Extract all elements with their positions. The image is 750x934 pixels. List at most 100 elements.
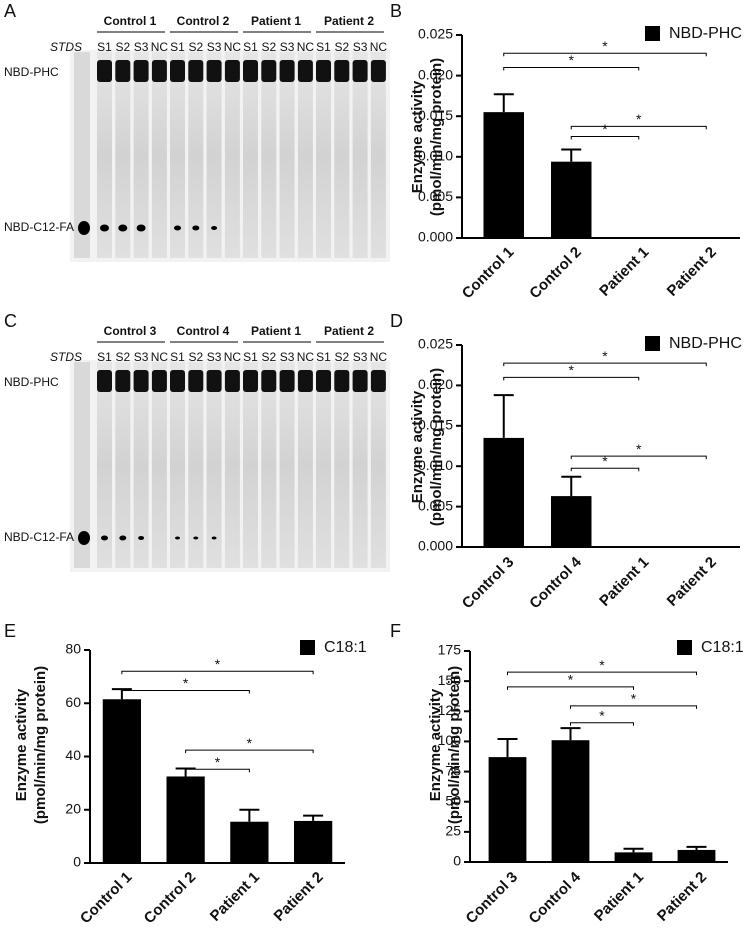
x-tick-label: Control 2 bbox=[141, 869, 200, 928]
legend-swatch bbox=[300, 640, 315, 655]
lane-label: NC bbox=[151, 350, 169, 364]
significance-label: * bbox=[602, 38, 608, 54]
gel-spot bbox=[101, 535, 108, 541]
gel-lane bbox=[133, 52, 149, 258]
lane-label: S1 bbox=[243, 40, 258, 54]
significance-bracket bbox=[503, 52, 707, 57]
gel-band bbox=[352, 60, 368, 82]
gel-band bbox=[115, 370, 131, 392]
lane-label: S3 bbox=[353, 40, 368, 54]
bar bbox=[551, 161, 592, 238]
error-bar bbox=[303, 814, 324, 821]
gel-lane bbox=[97, 362, 112, 568]
lane-label: S2 bbox=[261, 350, 276, 364]
gel-lane bbox=[279, 52, 295, 258]
panel-letter: E bbox=[4, 621, 16, 641]
significance-label: * bbox=[602, 348, 608, 364]
gel-lane bbox=[297, 362, 313, 568]
gel-spot bbox=[192, 225, 200, 231]
gel-lane bbox=[97, 52, 112, 258]
gel-lane bbox=[370, 362, 386, 568]
y-axis-label-line: (pmol/min/mg protein) bbox=[428, 368, 445, 526]
band-label: NBD-C12-FA bbox=[4, 530, 74, 544]
panel-letter: C bbox=[4, 311, 17, 331]
y-tick-label: 125 bbox=[438, 702, 462, 718]
lane-label: S1 bbox=[316, 40, 331, 54]
gel-lane bbox=[206, 52, 222, 258]
gel-lane bbox=[352, 362, 368, 568]
gel-lane bbox=[316, 362, 331, 568]
significance-label: * bbox=[183, 675, 189, 691]
gel-band bbox=[334, 370, 350, 392]
gel-band bbox=[370, 60, 386, 82]
panel-letter: D bbox=[390, 311, 403, 331]
gel-lane bbox=[352, 52, 368, 258]
gel-band bbox=[97, 370, 112, 392]
significance-bracket bbox=[570, 455, 707, 460]
lane-label: S1 bbox=[170, 40, 185, 54]
panel-letter: B bbox=[390, 1, 402, 21]
y-axis-label-line: Enzyme activity bbox=[409, 80, 426, 193]
x-tick-label: Control 1 bbox=[459, 244, 518, 303]
gel-lane bbox=[224, 362, 240, 568]
lane-label: S3 bbox=[207, 350, 222, 364]
error-bar bbox=[239, 808, 260, 822]
bar bbox=[488, 757, 527, 862]
gel-lane bbox=[261, 52, 277, 258]
lane-label: NC bbox=[224, 40, 242, 54]
x-tick-label: Control 4 bbox=[526, 553, 585, 612]
gel-spot bbox=[78, 221, 90, 235]
gel-band bbox=[297, 60, 313, 82]
lane-label: S2 bbox=[334, 350, 349, 364]
gel-band bbox=[206, 370, 222, 392]
significance-label: * bbox=[569, 362, 575, 378]
gel-lane bbox=[279, 362, 295, 568]
gel-band bbox=[279, 370, 295, 392]
significance-label: * bbox=[215, 754, 221, 770]
legend-label: NBD-PHC bbox=[669, 335, 742, 352]
lane-label: S1 bbox=[97, 350, 112, 364]
gel-band bbox=[206, 60, 222, 82]
group-label: Patient 2 bbox=[324, 14, 374, 28]
lane-label: NC bbox=[224, 350, 242, 364]
lane-label: NC bbox=[370, 40, 388, 54]
error-bar bbox=[561, 148, 582, 162]
y-tick-label: 0.010 bbox=[418, 148, 453, 164]
y-tick-label: 0.015 bbox=[418, 107, 453, 123]
y-tick-label: 0.010 bbox=[418, 457, 453, 473]
significance-bracket bbox=[570, 467, 640, 472]
x-tick-label: Control 3 bbox=[459, 554, 518, 613]
y-tick-label: 175 bbox=[438, 642, 462, 658]
gel-spot bbox=[211, 536, 217, 540]
y-axis-label-line: (pmol/min/mg protein) bbox=[446, 666, 463, 824]
bar bbox=[102, 699, 141, 863]
gel-band bbox=[297, 370, 313, 392]
gel-band bbox=[224, 370, 240, 392]
lane-label: NC bbox=[297, 350, 315, 364]
significance-bracket bbox=[503, 376, 640, 381]
x-tick-label: Patient 2 bbox=[664, 554, 720, 610]
gel-lane bbox=[170, 52, 185, 258]
bar bbox=[551, 496, 592, 547]
bar bbox=[294, 820, 333, 863]
gel-band bbox=[97, 60, 112, 82]
lane-label: S2 bbox=[188, 350, 203, 364]
y-tick-label: 0 bbox=[453, 853, 461, 869]
gel-lane bbox=[188, 362, 204, 568]
y-tick-label: 100 bbox=[438, 732, 462, 748]
gel-band bbox=[188, 60, 204, 82]
y-tick-label: 80 bbox=[65, 641, 81, 657]
x-tick-label: Control 3 bbox=[463, 869, 522, 928]
gel-lane bbox=[316, 52, 331, 258]
y-axis-label: Enzyme activity (pmol/min/mg protein) bbox=[13, 666, 49, 824]
gel-band bbox=[170, 370, 185, 392]
significance-label: * bbox=[636, 111, 642, 127]
panel-letter: A bbox=[4, 1, 16, 21]
group-label: Control 1 bbox=[104, 14, 157, 28]
lane-label: NC bbox=[370, 350, 388, 364]
gel-lane bbox=[334, 362, 350, 568]
gel-band bbox=[316, 370, 331, 392]
error-bar bbox=[561, 475, 582, 497]
gel-band bbox=[261, 60, 277, 82]
